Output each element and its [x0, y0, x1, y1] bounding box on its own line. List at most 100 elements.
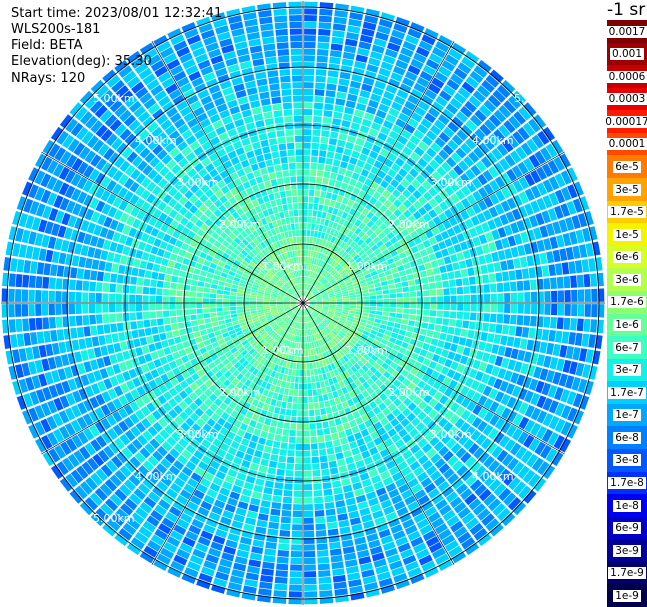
range-gate-cell: [379, 383, 388, 393]
range-gate-cell: [297, 291, 301, 298]
range-gate-cell: [200, 413, 210, 423]
range-gate-cell: [227, 14, 242, 24]
range-gate-cell: [248, 382, 256, 390]
range-gate-cell: [442, 509, 456, 522]
range-gate-cell: [380, 499, 393, 509]
range-gate-cell: [299, 229, 303, 236]
range-gate-cell: [141, 394, 151, 405]
range-gate-cell: [191, 77, 204, 88]
range-gate-cell: [22, 181, 33, 197]
range-gate-cell: [75, 303, 82, 315]
range-gate-cell: [206, 130, 218, 140]
range-gate-cell: [344, 106, 355, 115]
range-gate-cell: [334, 397, 341, 405]
range-gate-cell: [510, 372, 520, 384]
range-gate-cell: [303, 383, 308, 390]
range-gate-cell: [236, 343, 244, 350]
range-gate-cell: [552, 371, 562, 385]
range-gate-cell: [313, 483, 322, 491]
range-gate-cell: [460, 488, 473, 501]
range-gate-cell: [533, 366, 543, 379]
range-gate-cell: [280, 156, 288, 164]
range-gate-cell: [235, 353, 243, 361]
range-gate-cell: [411, 417, 421, 427]
range-gate-cell: [410, 303, 417, 309]
range-gate-cell: [146, 262, 154, 271]
range-gate-cell: [258, 288, 265, 293]
range-gate-cell: [303, 82, 314, 89]
range-gate-cell: [155, 463, 168, 475]
range-gate-cell: [370, 166, 380, 175]
range-gate-cell: [296, 315, 299, 322]
range-gate-cell: [267, 432, 275, 441]
range-gate-cell: [370, 343, 378, 350]
range-gate-cell: [444, 540, 459, 552]
range-gate-cell: [150, 534, 165, 547]
range-gate-cell: [305, 290, 308, 297]
range-gate-cell: [34, 359, 44, 373]
range-gate-cell: [303, 370, 307, 377]
range-gate-cell: [300, 283, 302, 290]
range-gate-cell: [72, 203, 82, 216]
range-gate-cell: [394, 141, 405, 151]
range-gate-cell: [179, 52, 193, 64]
range-gate-cell: [249, 297, 257, 301]
range-gate-cell: [291, 409, 297, 417]
range-gate-cell: [264, 325, 271, 331]
range-gate-cell: [286, 251, 291, 259]
range-gate-cell: [150, 227, 160, 237]
range-gate-cell: [270, 268, 276, 275]
range-gate-cell: [216, 164, 226, 174]
range-gate-cell: [245, 363, 253, 371]
range-gate-cell: [206, 227, 215, 236]
range-gate-cell: [182, 536, 196, 548]
range-gate-cell: [465, 425, 476, 438]
range-gate-cell: [298, 276, 301, 284]
range-gate-cell: [74, 351, 83, 363]
range-gate-cell: [304, 597, 318, 605]
range-gate-cell: [189, 140, 201, 151]
range-gate-cell: [556, 317, 564, 330]
range-gate-cell: [220, 185, 230, 195]
range-gate-cell: [168, 387, 178, 397]
range-gate-cell: [542, 397, 553, 411]
range-gate-cell: [326, 447, 335, 455]
range-gate-cell: [347, 93, 358, 102]
range-gate-cell: [256, 370, 263, 378]
range-gate-cell: [362, 312, 369, 317]
range-gate-cell: [203, 292, 210, 298]
range-gate-cell: [245, 387, 253, 396]
range-gate-cell: [428, 488, 440, 499]
range-gate-cell: [497, 345, 506, 356]
range-gate-cell: [212, 438, 222, 448]
range-gate-cell: [332, 390, 339, 399]
range-gate-cell: [196, 228, 205, 237]
range-gate-cell: [250, 100, 261, 109]
range-gate-cell: [289, 28, 302, 35]
range-gate-cell: [189, 184, 200, 194]
range-gate-cell: [462, 347, 471, 357]
range-gate-cell: [367, 425, 377, 434]
range-gate-cell: [288, 334, 293, 341]
range-gate-cell: [272, 495, 282, 503]
range-gate-cell: [253, 214, 261, 222]
range-gate-cell: [68, 291, 76, 303]
range-gate-cell: [332, 30, 345, 38]
range-gate-cell: [23, 332, 32, 346]
range-gate-cell: [459, 355, 469, 365]
range-gate-cell: [371, 474, 382, 484]
range-gate-cell: [123, 275, 131, 285]
range-gate-cell: [347, 368, 354, 376]
range-gate-cell: [332, 159, 341, 167]
range-gate-cell: [157, 417, 168, 428]
range-gate-cell: [172, 330, 180, 338]
range-gate-cell: [185, 376, 195, 386]
range-gate-cell: [329, 548, 342, 556]
range-gate-cell: [281, 401, 287, 409]
range-gate-cell: [365, 350, 373, 358]
range-gate-cell: [288, 289, 294, 294]
range-gate-cell: [396, 303, 404, 308]
range-gate-cell: [109, 219, 119, 231]
range-gate-cell: [320, 408, 327, 416]
range-gate-cell: [313, 489, 323, 497]
